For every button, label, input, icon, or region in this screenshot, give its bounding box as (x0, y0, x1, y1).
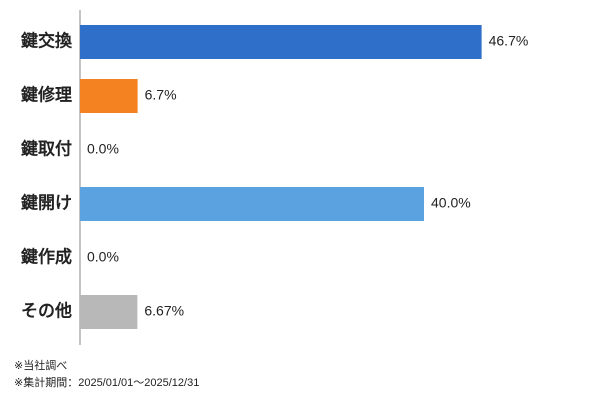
value-label: 0.0% (87, 249, 119, 265)
category-label: その他 (21, 300, 72, 320)
category-label: 鍵修理 (21, 84, 72, 104)
bar (80, 25, 482, 59)
footnote: ※当社調べ (14, 358, 67, 372)
value-label: 6.7% (145, 87, 177, 103)
value-label: 0.0% (87, 141, 119, 157)
footnote: ※集計期間：2025/01/01～2025/12/31 (14, 375, 199, 389)
bar (80, 79, 138, 113)
bar (80, 295, 138, 329)
value-label: 6.67% (144, 303, 184, 319)
category-label: 鍵交換 (21, 30, 73, 50)
value-label: 46.7% (489, 33, 529, 49)
category-label: 鍵作成 (21, 246, 72, 266)
category-label: 鍵取付 (21, 138, 72, 158)
value-label: 40.0% (431, 195, 471, 211)
category-label: 鍵開け (21, 192, 72, 212)
bar (80, 187, 424, 221)
